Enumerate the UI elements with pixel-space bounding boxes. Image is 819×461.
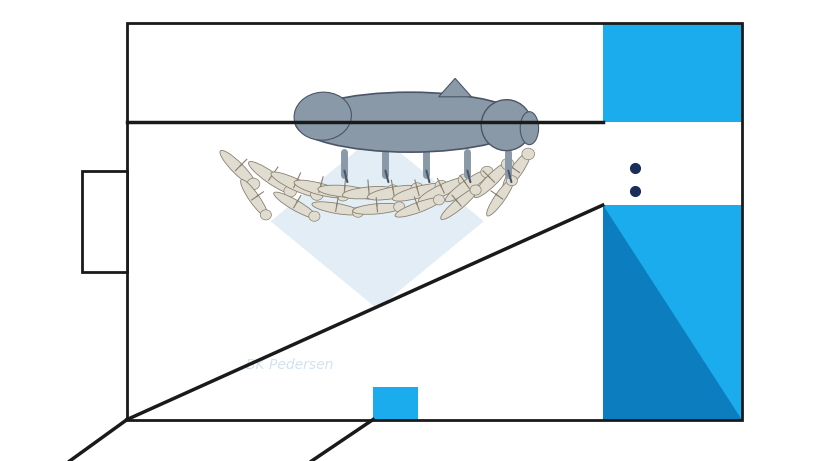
Bar — [82, 171, 127, 272]
Ellipse shape — [294, 180, 345, 198]
Polygon shape — [270, 134, 483, 309]
Polygon shape — [438, 78, 471, 97]
Bar — [127, 23, 741, 420]
Ellipse shape — [392, 183, 443, 201]
Ellipse shape — [469, 185, 481, 195]
Ellipse shape — [433, 195, 444, 205]
Ellipse shape — [309, 211, 319, 221]
Ellipse shape — [352, 207, 363, 217]
Ellipse shape — [337, 189, 349, 201]
Bar — [602, 23, 741, 122]
Ellipse shape — [440, 188, 477, 219]
Ellipse shape — [473, 162, 509, 198]
Ellipse shape — [295, 92, 524, 152]
Ellipse shape — [248, 161, 292, 194]
Ellipse shape — [283, 185, 296, 197]
Ellipse shape — [500, 159, 514, 170]
Ellipse shape — [480, 166, 493, 178]
Ellipse shape — [219, 150, 256, 186]
Ellipse shape — [458, 174, 470, 186]
Ellipse shape — [486, 178, 514, 216]
Ellipse shape — [274, 192, 316, 218]
Ellipse shape — [502, 152, 530, 189]
Ellipse shape — [435, 180, 447, 192]
Ellipse shape — [270, 172, 319, 197]
Ellipse shape — [352, 203, 401, 214]
Ellipse shape — [294, 92, 351, 140]
Ellipse shape — [521, 148, 534, 160]
Bar — [602, 122, 741, 205]
Ellipse shape — [393, 202, 405, 212]
Ellipse shape — [410, 183, 423, 194]
Ellipse shape — [445, 170, 489, 202]
Ellipse shape — [505, 176, 517, 186]
Ellipse shape — [519, 112, 538, 145]
Ellipse shape — [418, 177, 467, 202]
Ellipse shape — [260, 210, 271, 220]
Ellipse shape — [342, 187, 395, 199]
Ellipse shape — [318, 185, 370, 197]
Ellipse shape — [386, 185, 399, 196]
Text: BK Pedersen: BK Pedersen — [246, 358, 333, 372]
Ellipse shape — [310, 189, 323, 200]
Ellipse shape — [395, 198, 441, 217]
Ellipse shape — [367, 185, 419, 200]
Ellipse shape — [247, 178, 260, 189]
Bar — [602, 205, 741, 420]
Bar — [373, 387, 418, 420]
Ellipse shape — [481, 100, 531, 151]
Polygon shape — [602, 205, 741, 420]
Ellipse shape — [240, 179, 268, 217]
Ellipse shape — [361, 188, 374, 199]
Ellipse shape — [311, 202, 360, 215]
